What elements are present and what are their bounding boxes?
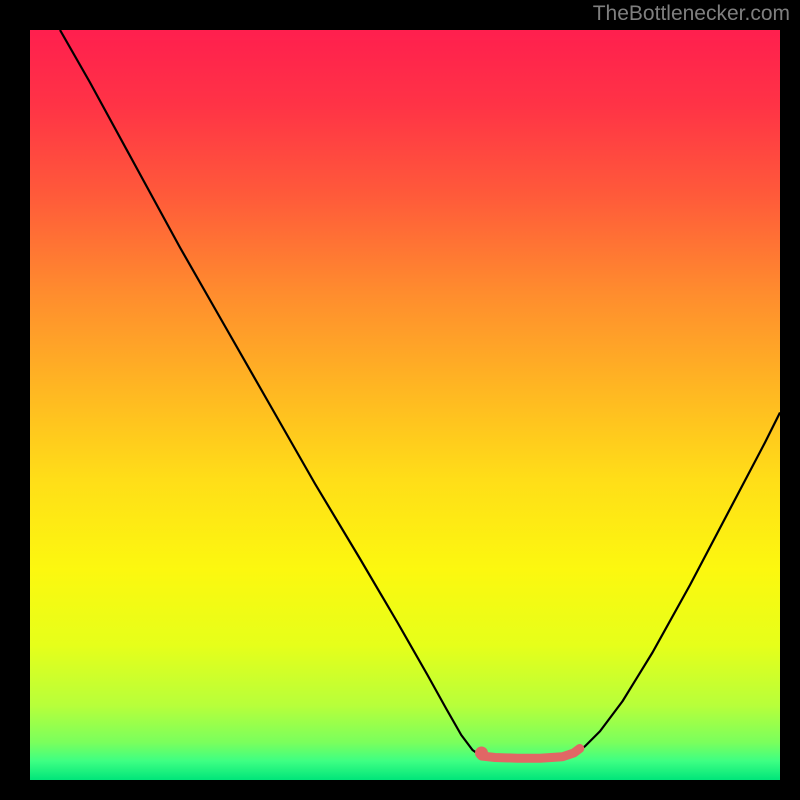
- highlight-segment: [30, 30, 780, 780]
- chart-stage: TheBottlenecker.com: [0, 0, 800, 800]
- watermark-link[interactable]: TheBottlenecker.com: [593, 2, 790, 26]
- plot-area: [30, 30, 780, 780]
